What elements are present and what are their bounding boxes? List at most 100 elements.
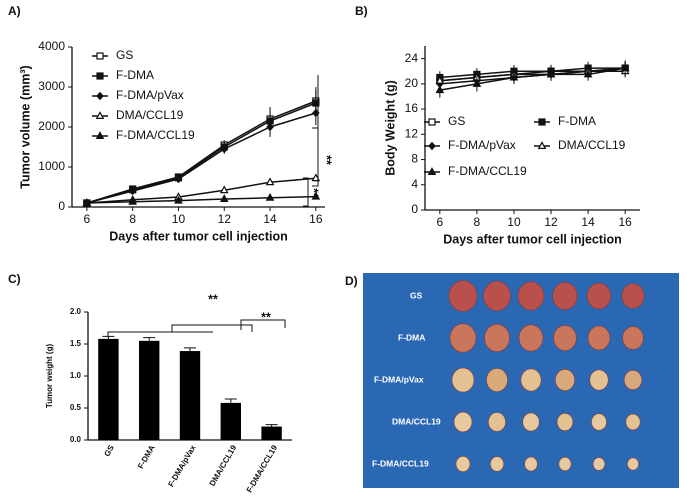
significance: ** [261, 310, 271, 324]
marker [435, 85, 445, 94]
y-tick-label: 8 [411, 152, 418, 166]
y-axis-label: Tumor weight (g) [45, 344, 54, 409]
marker [265, 192, 275, 201]
tumor-photo [448, 280, 645, 472]
x-tick-label: 12 [218, 212, 232, 226]
tumor [455, 455, 471, 472]
tumor [591, 413, 607, 431]
bracket [107, 319, 286, 337]
tumor [586, 282, 612, 310]
panel-label: D) [345, 274, 358, 288]
marker [82, 198, 92, 206]
x-tick-label: 10 [507, 215, 521, 229]
y-tick-label: 3000 [38, 79, 65, 93]
legend-marker [96, 91, 104, 101]
y-tick-label: 1.0 [70, 371, 82, 380]
tumor [522, 412, 540, 432]
bar [220, 402, 241, 440]
tumor [448, 280, 478, 312]
bracket [303, 177, 309, 207]
row-label: DMA/CCL19 [392, 416, 441, 426]
legend-marker [95, 131, 105, 139]
y-tick-label: 12 [405, 126, 419, 140]
legend-marker [538, 118, 546, 126]
tumor [518, 324, 544, 352]
tumor [489, 456, 505, 472]
x-tick-label: 6 [84, 212, 91, 226]
tumor [592, 457, 606, 471]
panel-label: B) [355, 4, 368, 18]
x-tick-label: 10 [172, 212, 186, 226]
y-tick-label: 0 [58, 199, 65, 213]
series-line [439, 70, 626, 82]
series-line [86, 102, 317, 204]
tumor [552, 282, 578, 310]
y-tick-label: 16 [405, 101, 419, 115]
bar [98, 338, 119, 440]
y-tick-label: 1.5 [70, 339, 82, 348]
marker [472, 79, 482, 87]
marker [311, 191, 321, 200]
tumor [623, 370, 643, 390]
panel-label: A) [8, 4, 21, 18]
panel-label: C) [8, 272, 21, 286]
series-line [86, 112, 317, 204]
row-label: F-DMA/pVax [374, 374, 424, 384]
error-bar [265, 424, 278, 427]
bar [261, 426, 282, 440]
y-tick-label: 4 [411, 177, 418, 191]
x-tick-label: GS [102, 443, 116, 458]
series-line [86, 195, 316, 204]
x-tick-label: 8 [474, 215, 481, 229]
x-tick-label: 16 [309, 212, 323, 226]
tumor [484, 323, 510, 353]
tumor [520, 368, 542, 392]
marker [620, 63, 630, 72]
legend-label: DMA/CCL19 [558, 138, 626, 152]
x-tick-label: 14 [581, 215, 595, 229]
series-line [439, 67, 626, 91]
marker [311, 173, 321, 182]
legend-marker [96, 72, 104, 80]
tumor [587, 325, 611, 351]
legend-label: F-DMA/CCL19 [448, 164, 527, 178]
tumor [555, 369, 575, 391]
x-tick-label: 16 [618, 215, 632, 229]
marker [174, 174, 183, 184]
tumor [486, 368, 508, 392]
legend-marker [428, 141, 436, 151]
legend-marker [96, 52, 104, 60]
bar [139, 340, 160, 440]
tumor [488, 412, 506, 432]
marker [219, 185, 229, 194]
significance: ** [307, 188, 321, 198]
tumor [517, 281, 545, 311]
error-bar [224, 398, 237, 403]
x-tick-label: 12 [544, 215, 558, 229]
photo-panel [363, 273, 679, 488]
row-label: GS [410, 290, 423, 300]
tumor [449, 323, 477, 353]
x-tick-label: F-DMA [136, 443, 157, 470]
x-tick-label: F-DMA/CCL19 [245, 443, 280, 494]
tumor [627, 457, 639, 471]
y-tick-label: 24 [405, 51, 419, 65]
y-axis-label: Tumor volume (mm³) [18, 65, 32, 188]
y-tick-label: 0.5 [70, 403, 82, 412]
legend-label: F-DMA/pVax [448, 138, 516, 152]
y-axis-label: Body Weight (g) [383, 80, 397, 176]
legend-label: F-DMA/CCL19 [116, 128, 195, 142]
tumor [589, 369, 609, 391]
error-bar [184, 347, 196, 352]
y-tick-label: 4000 [38, 39, 65, 53]
bar [179, 351, 201, 440]
tumor [621, 283, 645, 309]
x-axis-label: Days after tumor cell injection [443, 232, 622, 246]
series-line [86, 177, 316, 204]
legend-label: GS [448, 114, 465, 128]
tumor [622, 326, 644, 350]
marker [265, 177, 275, 186]
legend-marker [427, 167, 437, 175]
marker [509, 72, 519, 81]
